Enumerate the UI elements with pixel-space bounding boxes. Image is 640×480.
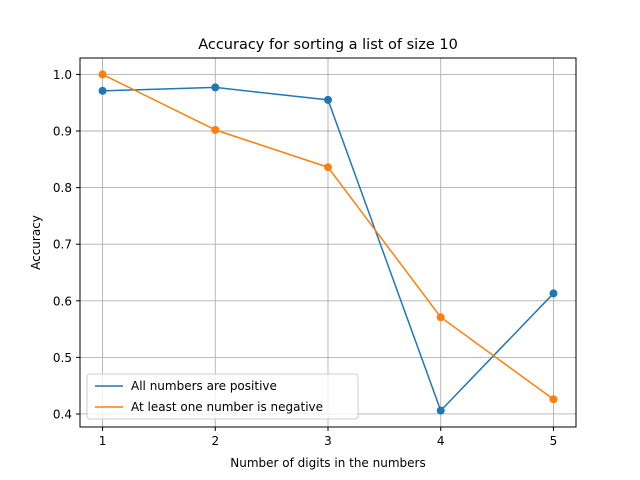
data-point bbox=[211, 125, 220, 134]
y-tick-label: 0.4 bbox=[53, 407, 72, 421]
data-point bbox=[549, 395, 558, 404]
data-point bbox=[98, 70, 107, 79]
x-axis-label: Number of digits in the numbers bbox=[230, 456, 425, 470]
data-point bbox=[436, 313, 445, 322]
x-tick-label: 1 bbox=[99, 434, 107, 448]
legend-label-all-positive: All numbers are positive bbox=[131, 379, 277, 393]
legend: All numbers are positive At least one nu… bbox=[86, 373, 359, 420]
data-point bbox=[324, 95, 332, 104]
y-tick-label: 0.8 bbox=[53, 181, 72, 195]
y-tick-label: 1.0 bbox=[53, 68, 72, 82]
x-tick-label: 2 bbox=[211, 434, 219, 448]
data-point bbox=[211, 83, 220, 92]
legend-box bbox=[86, 373, 359, 420]
data-point bbox=[549, 289, 558, 298]
legend-label-one-negative: At least one number is negative bbox=[131, 400, 323, 414]
data-point bbox=[436, 406, 445, 415]
grid bbox=[80, 58, 576, 427]
y-tick-label: 0.7 bbox=[53, 238, 72, 252]
axis-ticks: 1 2 3 4 5 0.4 0.5 0.6 0.7 0.8 0.9 1.0 bbox=[53, 68, 557, 448]
y-axis-label: Accuracy bbox=[29, 215, 43, 270]
y-tick-label: 0.6 bbox=[53, 294, 72, 308]
chart-title: Accuracy for sorting a list of size 10 bbox=[198, 37, 458, 53]
y-tick-label: 0.9 bbox=[53, 125, 72, 139]
data-point bbox=[324, 163, 332, 172]
data-point bbox=[98, 86, 107, 95]
series bbox=[98, 70, 558, 415]
y-tick-label: 0.5 bbox=[53, 351, 72, 365]
x-tick-label: 5 bbox=[550, 434, 558, 448]
x-tick-label: 4 bbox=[437, 434, 445, 448]
x-tick-label: 3 bbox=[324, 434, 332, 448]
